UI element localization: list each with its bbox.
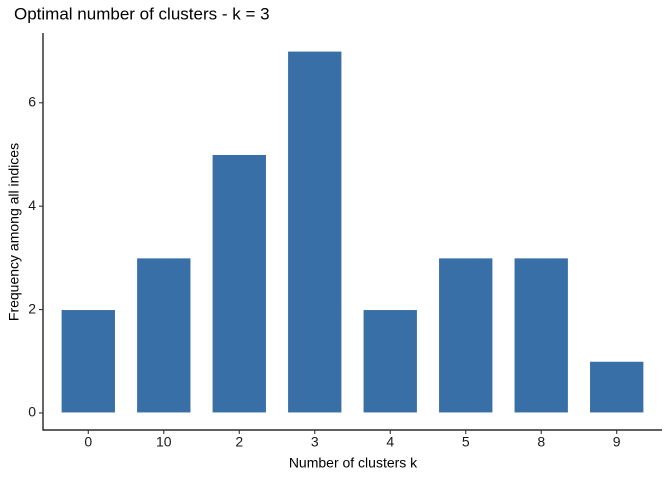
bar <box>136 257 192 414</box>
bar <box>438 257 494 414</box>
bar <box>211 153 267 414</box>
x-tick-label: 4 <box>386 434 394 450</box>
x-tick-label: 9 <box>613 434 621 450</box>
x-axis-label: Number of clusters k <box>289 455 418 471</box>
bar <box>589 360 645 414</box>
bar <box>362 309 418 414</box>
y-tick-label: 0 <box>28 404 36 420</box>
y-tick-label: 6 <box>28 93 36 109</box>
x-tick-label: 5 <box>462 434 470 450</box>
x-tick-label: 2 <box>235 434 243 450</box>
x-tick-label: 10 <box>156 434 172 450</box>
y-tick-label: 4 <box>28 197 36 213</box>
y-axis-label: Frequency among all indices <box>6 143 22 321</box>
chart-title: Optimal number of clusters - k = 3 <box>14 4 270 23</box>
y-tick-label: 2 <box>28 300 36 316</box>
bar <box>513 257 569 414</box>
bar <box>60 309 116 414</box>
x-tick-label: 3 <box>311 434 319 450</box>
x-tick-label: 8 <box>537 434 545 450</box>
bar <box>287 50 343 414</box>
x-tick-label: 0 <box>84 434 92 450</box>
